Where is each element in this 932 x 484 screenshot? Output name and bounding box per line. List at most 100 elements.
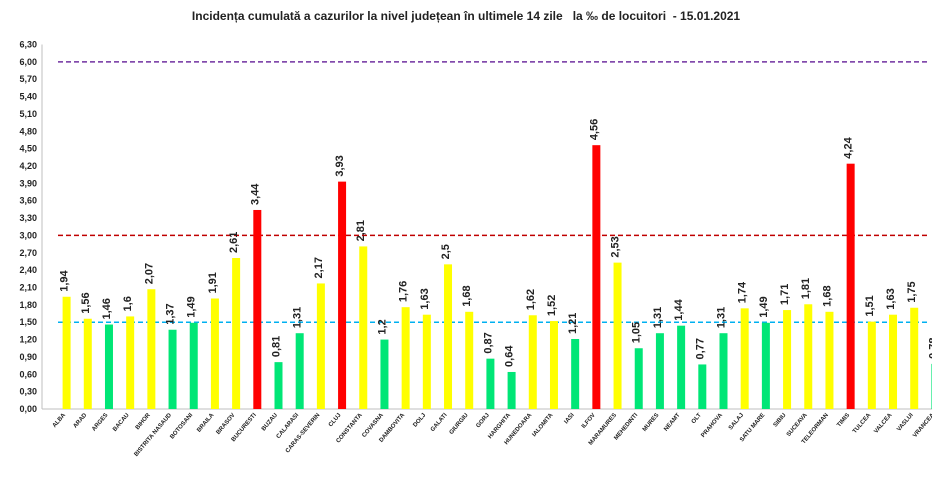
y-tick-label: 0,60 — [19, 369, 37, 379]
bar — [698, 364, 707, 409]
bar — [910, 307, 919, 409]
data-label: 2,17 — [313, 257, 325, 278]
data-label: 1,71 — [779, 284, 791, 305]
data-label: 1,94 — [59, 269, 71, 291]
data-label: 1,44 — [673, 298, 685, 320]
y-tick-label: 6,30 — [19, 40, 37, 50]
data-label: 3,93 — [334, 155, 346, 176]
y-tick-label: 1,20 — [19, 335, 37, 345]
data-label: 1,49 — [758, 296, 770, 317]
bar — [571, 338, 580, 409]
data-label: 1,49 — [186, 296, 198, 317]
data-label: 1,37 — [165, 303, 177, 324]
x-tick-label: VALCEA — [873, 412, 894, 435]
y-tick-label: 2,70 — [19, 248, 37, 258]
x-tick-label: NEAMT — [663, 412, 682, 432]
data-label: 1,76 — [398, 281, 410, 302]
y-tick-label: 4,80 — [19, 126, 37, 136]
x-tick-label: GIURGIU — [449, 412, 470, 436]
bar — [634, 348, 643, 409]
y-tick-label: 3,00 — [19, 230, 37, 240]
bar — [783, 310, 792, 409]
data-label: 1,52 — [546, 295, 558, 316]
bar — [677, 325, 686, 409]
bars — [62, 145, 932, 409]
y-tick-label: 3,30 — [19, 213, 37, 223]
x-tick-label: BUZAU — [261, 412, 279, 432]
data-label: 1,63 — [419, 288, 431, 309]
x-tick-label: ALBA — [52, 412, 68, 429]
bar — [338, 181, 347, 409]
bar — [846, 163, 855, 409]
reference-lines — [58, 61, 930, 323]
data-label: 1,51 — [864, 295, 876, 316]
x-tick-label: BACAU — [112, 412, 131, 432]
data-label: 1,2 — [376, 319, 388, 334]
x-tick-label: VASLUI — [896, 412, 915, 433]
x-tick-label: BISTRITA NASAUD — [134, 412, 174, 458]
x-tick-label: ARAD — [73, 412, 89, 430]
x-tick-label: MURES — [642, 412, 661, 432]
bar — [62, 296, 71, 409]
data-label: 1,91 — [207, 272, 219, 293]
x-tick-label: CLUJ — [328, 412, 343, 428]
y-tick-label: 6,00 — [19, 57, 37, 67]
x-tick-label: PRAHOVA — [700, 412, 724, 439]
chart-title: Incidența cumulată a cazurilor la nivel … — [191, 9, 741, 23]
data-label: 2,5 — [440, 244, 452, 259]
data-label: 1,56 — [80, 292, 92, 313]
data-label: 2,61 — [228, 232, 240, 253]
data-label: 0,81 — [271, 336, 283, 357]
data-label: 1,74 — [737, 281, 749, 303]
x-tick-label: DOLJ — [412, 412, 427, 428]
bar — [592, 145, 601, 409]
y-tick-label: 1,50 — [19, 317, 37, 327]
y-tick-label: 2,10 — [19, 283, 37, 293]
x-tick-label: VRANCEA — [912, 412, 932, 439]
bar — [804, 304, 813, 409]
data-labels: 1,94 1,56 1,46 1,6 2,07 1,37 1,49 1,91 2,61 3,44 0… — [59, 119, 932, 367]
data-label: 1,31 — [292, 307, 304, 328]
y-tick-label: 2,40 — [19, 265, 37, 275]
data-label: 1,75 — [906, 281, 918, 302]
y-tick-label: 5,40 — [19, 92, 37, 102]
y-tick-label: 4,20 — [19, 161, 37, 171]
y-tick-label: 5,10 — [19, 109, 37, 119]
bar — [740, 308, 749, 409]
bar — [168, 329, 177, 409]
y-tick-label: 5,70 — [19, 74, 37, 84]
bar — [210, 298, 219, 409]
x-tick-label: GALATI — [430, 412, 449, 433]
y-tick-labels: 0,00 0,30 0,60 0,90 1,20 1,50 1,80 2,10 2,40 2,70… — [19, 40, 37, 415]
bar — [655, 333, 664, 409]
bar — [889, 314, 898, 409]
x-tick-label: SUCEAVA — [786, 412, 809, 438]
x-tick-label: SALAJ — [728, 412, 745, 431]
x-tick-label: TULCEA — [852, 412, 873, 435]
data-label: 2,07 — [143, 263, 155, 284]
data-label: 2,53 — [610, 236, 622, 257]
x-tick-label: OLT — [691, 412, 703, 425]
bar — [486, 358, 495, 409]
data-label: 1,62 — [525, 289, 537, 310]
bar — [401, 307, 410, 409]
data-label: 1,81 — [800, 278, 812, 299]
bar — [444, 264, 453, 409]
data-label: 1,31 — [716, 307, 728, 328]
data-label: 1,46 — [101, 298, 113, 319]
bar — [867, 321, 876, 409]
data-label: 1,31 — [652, 307, 664, 328]
x-tick-label: BIHOR — [135, 412, 152, 431]
bar — [253, 209, 262, 409]
data-label: 0,78 — [927, 337, 932, 358]
x-tick-label: IASI — [564, 412, 576, 425]
x-tick-label: GORJ — [475, 412, 491, 429]
bar — [189, 322, 198, 409]
data-label: 1,68 — [821, 285, 833, 306]
bar — [380, 339, 389, 409]
bar — [295, 333, 304, 409]
x-tick-label: BRASOV — [216, 412, 237, 436]
bar — [613, 262, 622, 409]
